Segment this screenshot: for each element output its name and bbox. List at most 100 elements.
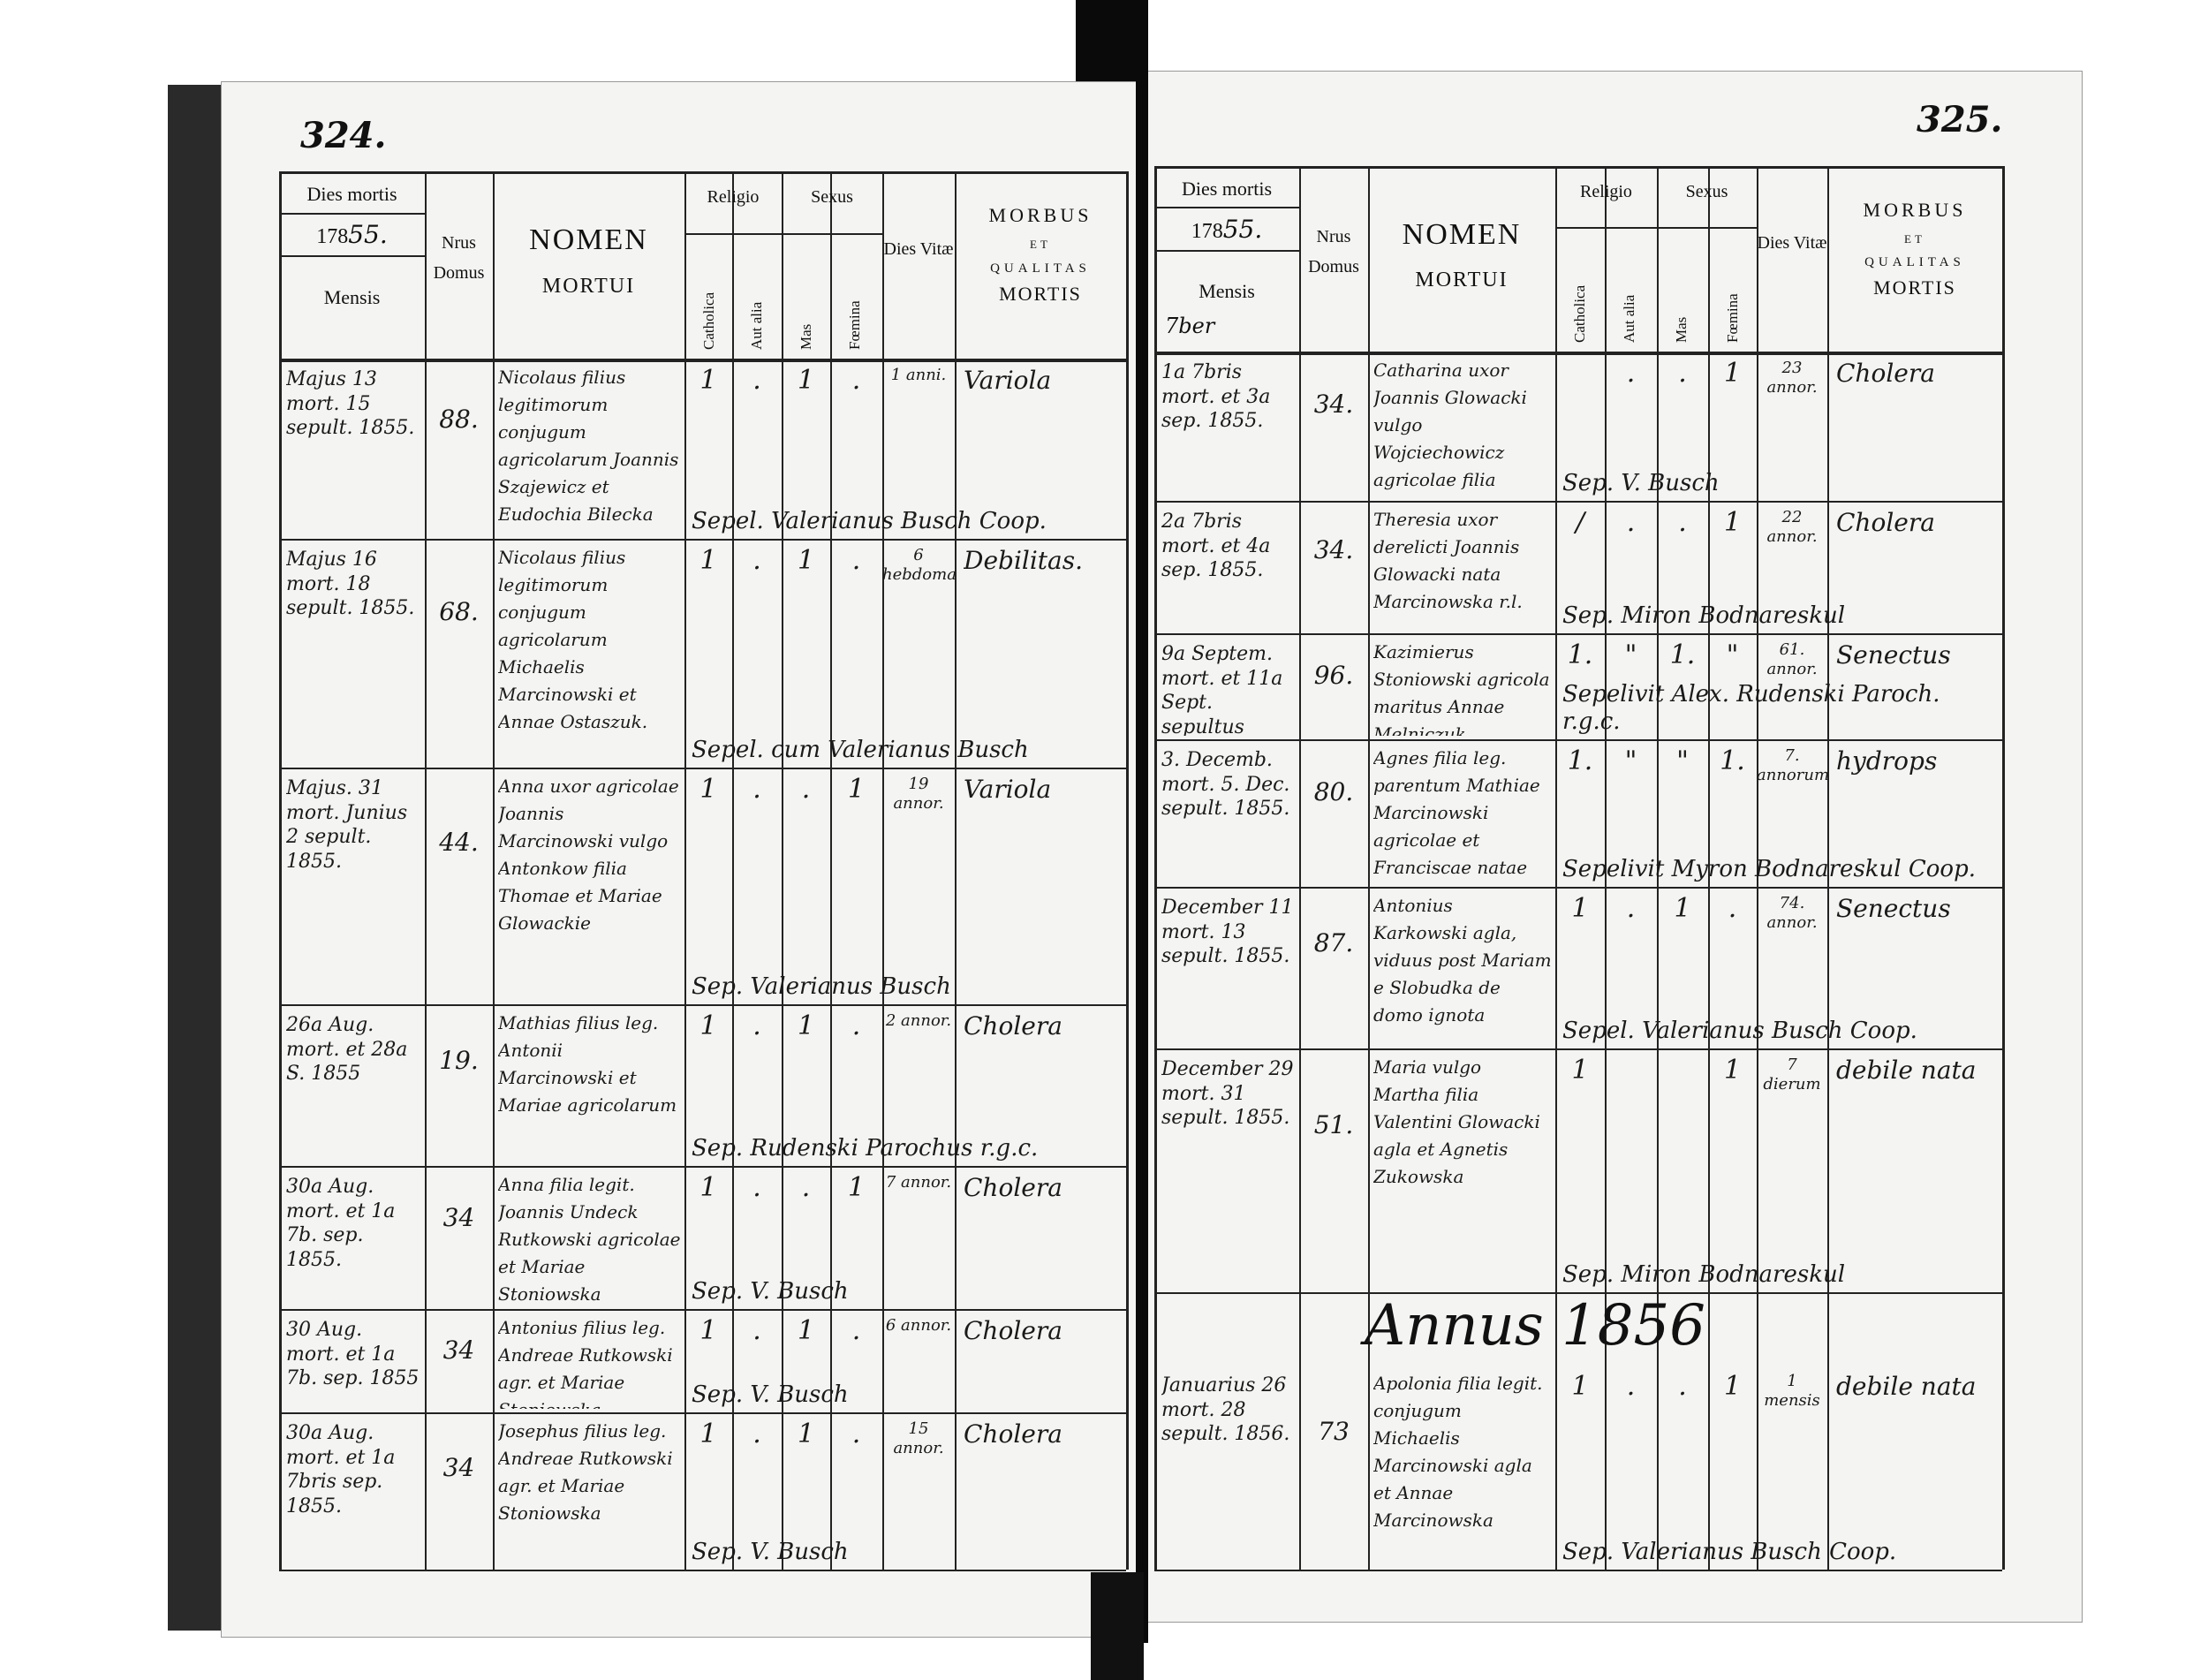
header-nrus-domus: Nrus Domus (433, 232, 485, 283)
column-rule (1555, 166, 1557, 1570)
entry-name: Josephus filius leg. Andreae Rutkowski a… (498, 1420, 673, 1524)
entry-age: 15 annor. (893, 1419, 944, 1457)
entry-age: 7 dierum (1763, 1056, 1821, 1094)
row-rule (1154, 887, 2002, 889)
entry-name: Catharina uxor Joannis Glowacki vulgo Wo… (1373, 359, 1548, 497)
entry-foem: . (851, 1315, 861, 1346)
column-rule (1708, 166, 1710, 1570)
header-mensis: Mensis (323, 286, 381, 309)
column-rule (493, 171, 495, 1570)
entry-mas: . (1678, 507, 1687, 538)
entry-house-number: 44. (439, 828, 479, 857)
entry-aut: . (752, 1315, 761, 1346)
entry-date: Majus. 31 mort. Junius 2 sepult. 1855. (286, 777, 408, 873)
year-suffix: 55. (1222, 214, 1263, 244)
entry-aut: . (1626, 507, 1636, 538)
column-rule (2002, 166, 2005, 1570)
header-catholica: Catholica (1571, 284, 1588, 343)
entry-name: Theresia uxor derelicti Joannis Glowacki… (1373, 509, 1523, 612)
entry-date: 9a Septem. mort. et 11a Sept. sepultus 1… (1161, 643, 1283, 736)
entry-house-number: 73 (1318, 1417, 1350, 1446)
entry-date: Majus 13 mort. 15 sepult. 1855. (286, 368, 415, 439)
entry-disease: Cholera (1836, 508, 1935, 537)
entry-burial-note: Sepel. Valerianus Busch Coop. (1562, 1017, 1917, 1044)
entry-cath: 1 (699, 1010, 717, 1041)
entry-name: Antonius Karkowski agla, viduus post Mar… (1373, 895, 1552, 1025)
entry-disease: Cholera (964, 1011, 1062, 1041)
entry-disease: Variola (964, 775, 1052, 804)
row-rule (279, 1166, 1126, 1168)
column-rule (684, 171, 686, 1570)
entry-date: Januarius 26 mort. 28 sepult. 1856. (1161, 1374, 1290, 1445)
entry-foem: . (1728, 893, 1737, 924)
entry-foem: . (851, 545, 861, 576)
header-religio: Religio (707, 187, 760, 207)
header-dies-vitae: Dies Vitæ (883, 238, 954, 259)
entry-mas: . (801, 774, 811, 805)
row-rule (279, 1412, 1126, 1414)
entry-age: 6 hebdomadae (882, 546, 955, 584)
entry-age: 1 anni. (890, 366, 947, 384)
bookmark-ribbon (1091, 1572, 1144, 1680)
entry-age: 19 annor. (893, 775, 944, 813)
entry-burial-note: Sep. V. Busch (692, 1277, 849, 1305)
row-rule (279, 768, 1126, 769)
entry-burial-note: Sep. Valerianus Busch Coop. (1562, 1538, 1897, 1565)
entry-disease: Variola (964, 366, 1052, 395)
entry-name: Anna filia legit. Joannis Undeck Rutkows… (498, 1174, 681, 1305)
header-morbus: MORBUS (1863, 198, 1967, 221)
entry-house-number: 88. (439, 405, 479, 434)
entry-mas: 1 (797, 1315, 815, 1346)
entry-aut: . (752, 365, 761, 396)
entry-cath: 1 (699, 1419, 717, 1449)
row-rule (279, 1004, 1126, 1006)
column-rule (425, 171, 427, 1570)
entry-cath: 1 (699, 1172, 717, 1203)
header-morbus: MORBUS (988, 204, 1093, 227)
entry-foem: . (851, 1419, 861, 1449)
year-suffix: 55. (348, 220, 388, 250)
date-header-rule (279, 255, 425, 258)
header-mortis: MORTIS (1873, 276, 1956, 299)
entry-house-number: 34 (442, 1202, 475, 1232)
year-prefix: 178 (316, 225, 349, 249)
entry-foem: 1 (1723, 507, 1742, 538)
entry-mas: 1 (797, 1010, 815, 1041)
column-rule (1126, 171, 1129, 1570)
entry-burial-note: Sep. V. Busch (1562, 469, 1720, 496)
entry-name: Kazimierus Stoniowski agricola maritus A… (1373, 641, 1550, 736)
row-rule (1154, 1048, 2002, 1050)
entry-house-number: 34 (442, 1452, 475, 1482)
year-prefix: 178 (1191, 219, 1223, 243)
entry-foem: 1 (847, 1172, 866, 1203)
column-rule (1605, 166, 1607, 1570)
entry-burial-note: Sepel. cum Valerianus Busch (692, 736, 1029, 763)
entry-name: Antonius filius leg. Andreae Rutkowski a… (498, 1317, 673, 1409)
header-mortui: MORTUI (1415, 268, 1509, 291)
entry-house-number: 68. (439, 596, 479, 626)
header-sexus: Sexus (1685, 182, 1728, 201)
entry-disease: Cholera (964, 1419, 1062, 1449)
entry-house-number: 87. (1313, 927, 1354, 957)
entry-aut: " (1624, 745, 1637, 776)
entry-house-number: 51. (1313, 1110, 1354, 1139)
entry-date: 26a Aug. mort. et 28a S. 1855 (286, 1014, 408, 1085)
column-rule (782, 171, 783, 1570)
entry-aut: . (752, 545, 761, 576)
entry-house-number: 34. (1313, 534, 1354, 564)
entry-name: Apolonia filia legit. conjugum Michaelis… (1373, 1373, 1543, 1531)
entry-aut: . (752, 1419, 761, 1449)
entry-date: Majus 16 mort. 18 sepult. 1855. (286, 549, 415, 619)
header-sexus: Sexus (811, 187, 853, 207)
column-rule (1657, 166, 1659, 1570)
entry-cath: 1 (699, 365, 717, 396)
entry-mas: 1 (1674, 893, 1691, 924)
column-rule (830, 171, 832, 1570)
entry-cath: 1 (1571, 893, 1589, 924)
entry-date: 30 Aug. mort. et 1a 7b. sep. 1855 (286, 1319, 420, 1389)
header-et: ET (1030, 238, 1051, 252)
entry-name: Maria vulgo Martha filia Valentini Glowa… (1373, 1056, 1540, 1187)
column-rule (1299, 166, 1301, 1570)
entry-foem: 1. (1720, 745, 1745, 776)
header-nrus-domus: Nrus Domus (1308, 227, 1359, 276)
